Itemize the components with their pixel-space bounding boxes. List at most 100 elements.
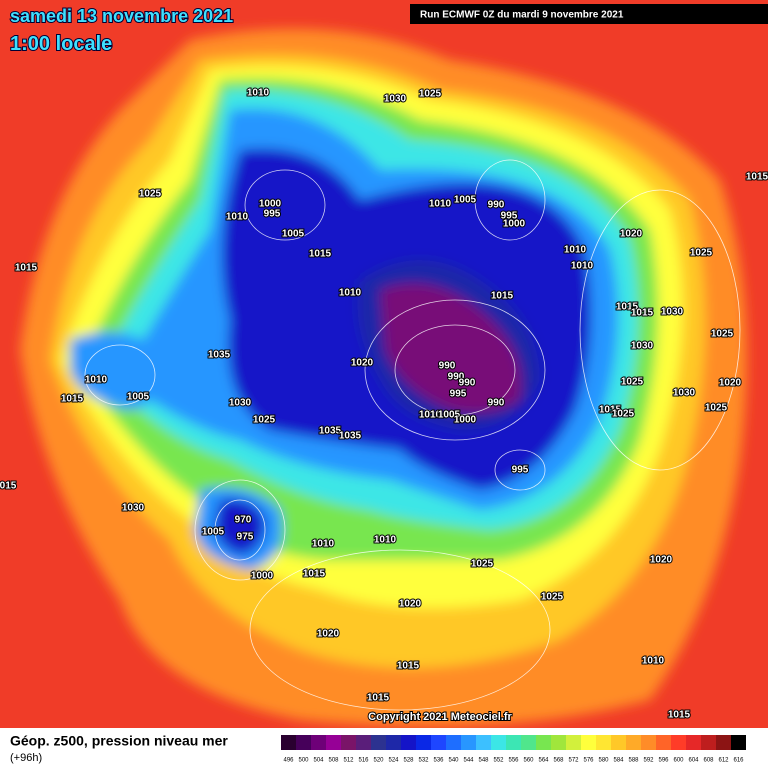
isobar — [194, 479, 286, 581]
isobar-label: 1010 — [419, 410, 442, 421]
isobar-label: 970 — [235, 515, 252, 526]
isobar-label: 990 — [439, 361, 456, 372]
colorbar-label: 496 — [283, 758, 294, 764]
isobar-label: 990 — [488, 200, 505, 211]
colorbar-swatch — [536, 735, 551, 750]
colorbar-swatch — [566, 735, 581, 750]
colorbar-label: 556 — [508, 758, 519, 764]
colorbar-swatch — [416, 735, 431, 750]
isobar-label: 1025 — [471, 559, 494, 570]
colorbar-swatch — [296, 735, 311, 750]
isobar-label: 1005 — [202, 527, 225, 538]
isobar-label: 1025 — [419, 89, 442, 100]
isobar-label: 1015 — [616, 302, 639, 313]
lead-time: (+96h) — [10, 752, 42, 764]
isobar-label: 1010 — [85, 375, 108, 386]
isobar-label: 1030 — [673, 388, 696, 399]
isobar-label: 1020 — [650, 555, 673, 566]
colorbar: 496 500 504 508 512 516 520 524 528 532 536 540 544 5… — [281, 735, 746, 764]
isobar — [84, 344, 156, 406]
isobar-label: 1010 — [642, 656, 665, 667]
isobar-label: 1015 — [397, 661, 420, 672]
colorbar-swatch — [326, 735, 341, 750]
isobar-label: 995 — [264, 209, 281, 220]
isobar-label: 1025 — [705, 403, 728, 414]
colorbar-swatch — [431, 735, 446, 750]
isobar-label: 1015 — [15, 263, 38, 274]
colorbar-swatch — [371, 735, 386, 750]
isobar-label: 1010 — [564, 245, 587, 256]
colorbar-swatch — [701, 735, 716, 750]
colorbar-swatch — [386, 735, 401, 750]
map-title: samedi 13 novembre 2021 — [10, 6, 233, 26]
isobar-label: 1010 — [312, 539, 335, 550]
isobar — [579, 189, 741, 471]
geopotential-field — [20, 28, 747, 727]
colorbar-label: 552 — [493, 758, 504, 764]
isobar-label: 1015 — [61, 394, 84, 405]
colorbar-swatch — [341, 735, 356, 750]
isobar-label: 1005 — [454, 195, 477, 206]
isobar-label: 1015 — [491, 291, 514, 302]
colorbar-swatch — [656, 735, 671, 750]
isobar-label: 990 — [459, 378, 476, 389]
field-name: Géop. z500, pression niveau mer — [10, 733, 228, 749]
colorbar-swatch — [596, 735, 611, 750]
isobar — [494, 449, 546, 491]
isobar-label: 1005 — [438, 410, 461, 421]
isobar-label: 990 — [488, 398, 505, 409]
colorbar-swatch — [686, 735, 701, 750]
colorbar-swatch — [731, 735, 746, 750]
colorbar-swatch — [641, 735, 656, 750]
isobar-label: 1015 — [367, 693, 390, 704]
colorbar-label: 500 — [298, 758, 309, 764]
colorbar-swatch — [281, 735, 296, 750]
colorbar-swatch — [521, 735, 536, 750]
colorbar-swatch — [446, 735, 461, 750]
colorbar-label: 532 — [418, 758, 429, 764]
isobar-label: 1030 — [122, 503, 145, 514]
colorbar-label: 568 — [553, 758, 564, 764]
colorbar-swatch — [611, 735, 626, 750]
colorbar-label: 596 — [658, 758, 669, 764]
isobar-label: 1010 — [226, 212, 249, 223]
isobar-label: 1020 — [317, 629, 340, 640]
isobar-label: 1025 — [711, 329, 734, 340]
isobar-label: 1030 — [384, 94, 407, 105]
isobar-label: 1035 — [319, 426, 342, 437]
map-subtitle: 1:00 locale — [10, 33, 112, 55]
isobar-label: 1000 — [259, 199, 282, 210]
colorbar-label: 600 — [673, 758, 684, 764]
isobar — [244, 169, 326, 241]
colorbar-label: 564 — [538, 758, 549, 764]
isobar-label: 1015 — [668, 710, 691, 721]
isobar-label: 990 — [448, 372, 465, 383]
colorbar-label: 588 — [628, 758, 639, 764]
isobar-label: 995 — [501, 211, 518, 222]
colorbar-label: 540 — [448, 758, 459, 764]
colorbar-label: 580 — [598, 758, 609, 764]
isobar-label: 1025 — [253, 415, 276, 426]
colorbar-swatch — [581, 735, 596, 750]
isobar-label: 1010 — [247, 88, 270, 99]
copyright: Copyright 2021 Meteociel.fr — [368, 711, 512, 723]
colorbar-swatch — [476, 735, 491, 750]
isobar-label: 1020 — [351, 358, 374, 369]
colorbar-label: 528 — [403, 758, 414, 764]
colorbar-label: 524 — [388, 758, 399, 764]
colorbar-swatch — [356, 735, 371, 750]
colorbar-label: 516 — [358, 758, 369, 764]
isobar-label: 1000 — [251, 571, 274, 582]
colorbar-label: 584 — [613, 758, 624, 764]
isobar-label: 1015 — [599, 405, 622, 416]
isobar-label: 1005 — [127, 392, 150, 403]
isobar-label: 1015 — [303, 569, 326, 580]
colorbar-label: 592 — [643, 758, 654, 764]
isobar-label: 1030 — [229, 398, 252, 409]
colorbar-swatch — [506, 735, 521, 750]
isobar-label: 1015 — [309, 249, 332, 260]
run-info: Run ECMWF 0Z du mardi 9 novembre 2021 — [420, 10, 624, 21]
run-banner — [410, 4, 768, 24]
